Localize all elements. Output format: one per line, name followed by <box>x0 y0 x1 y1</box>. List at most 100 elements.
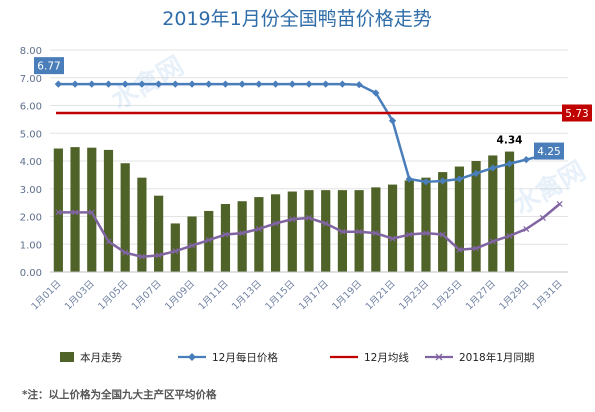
diamond-marker <box>104 80 113 88</box>
x-tick-label: 1月25日 <box>430 278 464 312</box>
value-callout-box <box>34 57 64 75</box>
x-marker <box>539 214 546 221</box>
footnote: *注：以上价格为全国九大主产区平均价格 <box>22 388 217 401</box>
x-tick-label: 1月27日 <box>464 278 498 312</box>
bar <box>504 151 515 272</box>
bar <box>471 161 481 272</box>
x-marker <box>339 228 346 235</box>
x-marker <box>222 231 229 238</box>
bar <box>371 187 381 272</box>
x-marker <box>305 214 313 221</box>
data-label: 4.34 <box>497 135 523 147</box>
x-marker <box>523 225 530 233</box>
x-marker <box>556 200 563 208</box>
x-marker <box>189 242 196 249</box>
bar <box>421 177 431 272</box>
diamond-marker <box>355 81 363 89</box>
y-tick-label: 3.00 <box>20 185 42 196</box>
bar <box>254 197 264 272</box>
bar <box>387 184 398 272</box>
bar <box>287 191 297 272</box>
diamond-marker <box>71 80 79 88</box>
x-tick-label: 1月29日 <box>497 278 531 312</box>
x-tick-label: 1月31日 <box>531 278 565 312</box>
x-tick-label: 1月21日 <box>364 278 398 312</box>
legend-label: 2018年1月同期 <box>459 351 534 364</box>
diamond-marker <box>522 156 530 164</box>
value-callout-text: 6.77 <box>37 61 60 73</box>
legend-label: 本月走势 <box>80 351 122 364</box>
legend-x-marker <box>435 353 443 361</box>
bar <box>87 147 97 272</box>
value-callout-text: 5.73 <box>565 108 588 120</box>
diamond-marker <box>238 80 246 88</box>
x-marker <box>138 253 145 260</box>
y-tick-label: 0.00 <box>20 268 42 279</box>
x-marker <box>456 246 463 253</box>
bar-layer <box>53 147 515 272</box>
x-marker <box>155 252 162 259</box>
bar <box>488 155 498 272</box>
bar <box>220 204 231 272</box>
y-tick-label: 7.00 <box>20 74 42 85</box>
diamond-marker <box>455 175 463 183</box>
value-callout-text: 4.25 <box>537 146 560 158</box>
x-marker <box>172 248 179 255</box>
x-marker <box>272 220 279 227</box>
bar <box>404 180 414 272</box>
y-tick-label: 8.00 <box>20 46 42 57</box>
bar <box>454 166 464 272</box>
x-marker <box>255 225 262 233</box>
bar <box>53 148 63 272</box>
bar <box>270 194 281 272</box>
y-tick-label: 2.00 <box>20 213 42 224</box>
y-tick-label: 5.00 <box>20 129 42 140</box>
x-marker <box>205 237 212 244</box>
diamond-marker <box>472 169 480 178</box>
diamond-marker <box>271 80 280 88</box>
diamond-marker <box>138 80 146 88</box>
bar <box>170 223 180 272</box>
x-marker <box>506 232 513 239</box>
bar <box>154 195 164 272</box>
diamond-marker <box>405 175 413 183</box>
x-tick-label: 1月09日 <box>163 278 197 312</box>
y-tick-label: 1.00 <box>20 240 42 251</box>
x-marker <box>372 230 379 237</box>
x-marker <box>406 231 413 238</box>
diamond-marker <box>255 80 263 88</box>
grid-layer <box>50 49 568 273</box>
diamond-marker <box>205 80 213 88</box>
x-marker <box>72 209 79 216</box>
value-callout-box <box>534 142 564 160</box>
bar <box>137 177 147 272</box>
legend-label: 12月均线 <box>364 351 409 364</box>
x-tick-label: 1月17日 <box>297 278 331 312</box>
diamond-marker <box>188 80 196 88</box>
x-tick-label: 1月05日 <box>96 278 130 312</box>
legend-label: 12月每日价格 <box>212 351 278 364</box>
y-tick-label: 4.00 <box>20 157 42 168</box>
legend-swatch <box>60 352 74 362</box>
x-tick-label: 1月13日 <box>230 278 264 312</box>
line-layer <box>54 80 564 260</box>
x-tick-label: 1月07日 <box>130 278 164 312</box>
bar <box>70 147 80 272</box>
x-marker <box>55 209 62 216</box>
x-tick-label: 1月15日 <box>263 278 297 312</box>
x-marker <box>489 238 496 245</box>
x-tick-label: 1月11日 <box>197 278 231 312</box>
legend-diamond-marker <box>188 353 196 361</box>
diamond-marker <box>338 80 347 88</box>
x-marker <box>239 230 246 237</box>
bar <box>237 201 247 272</box>
x-marker <box>88 209 95 216</box>
diamond-marker <box>439 177 447 185</box>
x-marker <box>439 231 446 238</box>
bar <box>321 190 331 272</box>
x-marker <box>356 228 363 235</box>
diamond-marker <box>88 80 96 88</box>
x-tick-label: 1月03日 <box>63 278 97 312</box>
